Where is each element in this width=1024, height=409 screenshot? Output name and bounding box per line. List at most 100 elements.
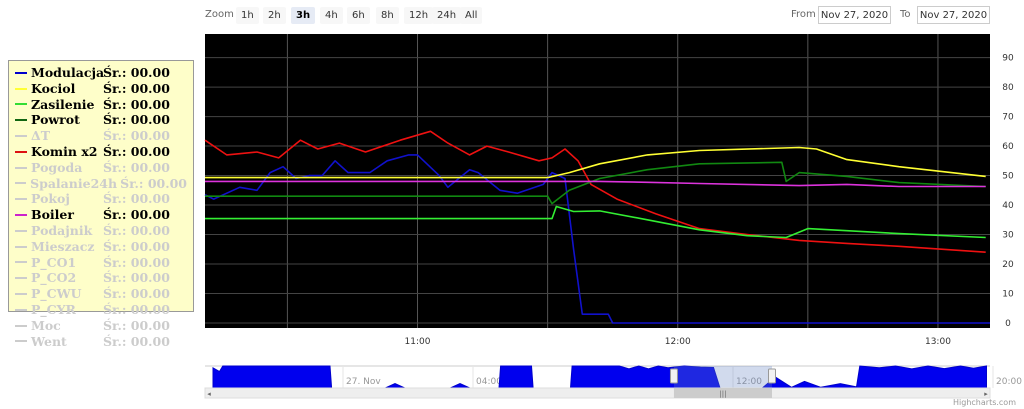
from-date-input[interactable]: Nov 27, 2020 — [818, 6, 891, 24]
from-label: From — [791, 9, 816, 20]
legend-series-name: P_CO1 — [31, 254, 77, 270]
legend-series-avg: Śr.: 00.00 — [103, 207, 170, 223]
navigator-x-label: 20:00 — [996, 377, 1022, 387]
legend-item[interactable]: Spalanie24h Śr.: 00.00 — [15, 176, 187, 192]
zoom-button-24h[interactable]: 24h — [432, 7, 462, 24]
legend-series-avg: Śr.: 00.00 — [103, 112, 170, 128]
series-line-kociol — [205, 146, 986, 179]
highcharts-credit[interactable]: Highcharts.com — [953, 398, 1016, 407]
scrollbar-thumb[interactable] — [673, 388, 772, 398]
navigator-series-area — [212, 365, 987, 389]
zoom-button-1h[interactable]: 1h — [236, 7, 259, 24]
legend-item[interactable]: Powrot Śr.: 00.00 — [15, 112, 187, 128]
zoom-button-All[interactable]: All — [460, 7, 483, 24]
y-tick-label: 20 — [1002, 260, 1014, 270]
legend-series-name: Spalanie24h — [30, 175, 118, 191]
legend-series-avg: Śr.: 00.00 — [103, 65, 170, 80]
y-tick-label: 90 — [1002, 54, 1014, 64]
zoom-button-3h[interactable]: 3h — [291, 7, 316, 24]
y-tick-label: 10 — [1002, 290, 1014, 300]
legend-series-avg: Śr.: 00.00 — [120, 175, 187, 191]
series-line-modulacja — [204, 154, 990, 324]
series-line-komin-x2 — [204, 130, 986, 253]
navigator-handle[interactable] — [669, 368, 678, 384]
legend-series-name: Zasilenie — [31, 96, 95, 112]
legend-series-avg: Śr.: 00.00 — [103, 286, 170, 302]
y-tick-label: 40 — [1002, 201, 1014, 211]
series-line-zasilenie — [205, 205, 986, 239]
legend-series-name: Pokoj — [31, 191, 70, 207]
series-line-boiler — [205, 180, 986, 188]
to-date-input[interactable]: Nov 27, 2020 — [917, 6, 990, 24]
legend-series-avg: Śr.: 00.00 — [103, 143, 170, 159]
legend-series-name: Powrot — [31, 112, 80, 128]
zoom-button-8h[interactable]: 8h — [376, 7, 399, 24]
legend-series-avg: Śr.: 00.00 — [103, 191, 170, 207]
navigator-handle[interactable] — [768, 368, 776, 384]
legend-series-avg: Śr.: 00.00 — [103, 254, 170, 270]
y-tick-label: 60 — [1002, 142, 1014, 152]
legend-item[interactable]: Mieszacz Śr.: 00.00 — [15, 239, 187, 255]
legend-series-name: Modulacja — [31, 65, 105, 80]
legend-series-name: Boiler — [31, 207, 74, 223]
series-line-powrot — [205, 161, 986, 205]
legend-symbol — [15, 150, 27, 153]
legend-series-avg: Śr.: 00.00 — [103, 222, 170, 238]
legend-series-name: P_CYR — [31, 301, 76, 317]
legend-symbol — [15, 340, 27, 343]
y-tick-label: 0 — [1005, 319, 1011, 329]
legend-series-name: Komin x2 — [31, 143, 98, 159]
legend-item[interactable]: Boiler Śr.: 00.00 — [15, 207, 187, 223]
legend-series-name: P_CWU — [31, 286, 82, 302]
x-tick-label: 13:00 — [925, 337, 951, 347]
legend-item[interactable]: Komin x2 Śr.: 00.00 — [15, 144, 187, 160]
legend-series-avg: Śr.: 00.00 — [103, 96, 170, 112]
legend-series-avg: Śr.: 00.00 — [103, 159, 170, 175]
legend-symbol — [15, 308, 27, 311]
legend-series-avg: Śr.: 00.00 — [103, 333, 170, 349]
legend-symbol — [15, 214, 27, 217]
legend-item[interactable]: Pogoda Śr.: 00.00 — [15, 160, 187, 176]
legend-series-name: ΔT — [31, 128, 51, 144]
legend-symbol — [15, 71, 27, 74]
legend-item[interactable]: Pokoj Śr.: 00.00 — [15, 191, 187, 207]
scrollbar-track[interactable] — [204, 387, 991, 399]
zoom-button-6h[interactable]: 6h — [347, 7, 370, 24]
navigator-selection-mask — [673, 366, 772, 388]
scrollbar-right-arrow-icon[interactable]: ▸ — [984, 390, 988, 398]
legend-series-avg: Śr.: 00.00 — [103, 301, 170, 317]
legend-symbol — [15, 135, 27, 138]
legend-symbol — [15, 293, 27, 296]
scrollbar-left-arrow-icon[interactable]: ◂ — [207, 390, 211, 398]
legend-series-avg: Śr.: 00.00 — [103, 238, 170, 254]
legend-series-name: Podajnik — [31, 222, 93, 238]
legend-item[interactable]: Zasilenie Śr.: 00.00 — [15, 97, 187, 113]
zoom-button-4h[interactable]: 4h — [320, 7, 343, 24]
y-tick-label: 30 — [1002, 231, 1014, 241]
zoom-button-2h[interactable]: 2h — [263, 7, 286, 24]
legend: Modulacja Śr.: 00.00 Kociol Śr.: 00.00 Zasil… — [8, 60, 194, 349]
legend-series-avg: Śr.: 00.00 — [103, 270, 170, 286]
legend-series-avg: Śr.: 00.00 — [103, 128, 170, 144]
legend-symbol — [15, 324, 27, 327]
legend-symbol — [15, 119, 27, 122]
legend-series-name: Pogoda — [31, 159, 83, 175]
legend-symbol — [15, 182, 27, 185]
legend-symbol — [15, 103, 27, 106]
legend-symbol — [15, 166, 27, 169]
legend-item[interactable]: P_CWU Śr.: 00.00 — [15, 286, 187, 302]
legend-item[interactable]: P_CO1 Śr.: 00.00 — [15, 255, 187, 271]
legend-item[interactable]: P_CO2 Śr.: 00.00 — [15, 270, 187, 286]
legend-item[interactable]: Went Śr.: 00.00 — [15, 334, 187, 350]
legend-item[interactable]: P_CYR Śr.: 00.00 — [15, 302, 187, 318]
legend-item[interactable]: ΔT Śr.: 00.00 — [15, 128, 187, 144]
legend-item[interactable]: Moc Śr.: 00.00 — [15, 318, 187, 334]
legend-item[interactable]: Kociol Śr.: 00.00 — [15, 81, 187, 97]
legend-series-name: Kociol — [31, 80, 76, 96]
zoom-button-12h[interactable]: 12h — [404, 7, 434, 24]
x-tick-label: 12:00 — [665, 337, 691, 347]
legend-symbol — [15, 87, 27, 90]
legend-item[interactable]: Podajnik Śr.: 00.00 — [15, 223, 187, 239]
legend-item[interactable]: Modulacja Śr.: 00.00 — [15, 65, 187, 81]
legend-symbol — [15, 261, 27, 264]
